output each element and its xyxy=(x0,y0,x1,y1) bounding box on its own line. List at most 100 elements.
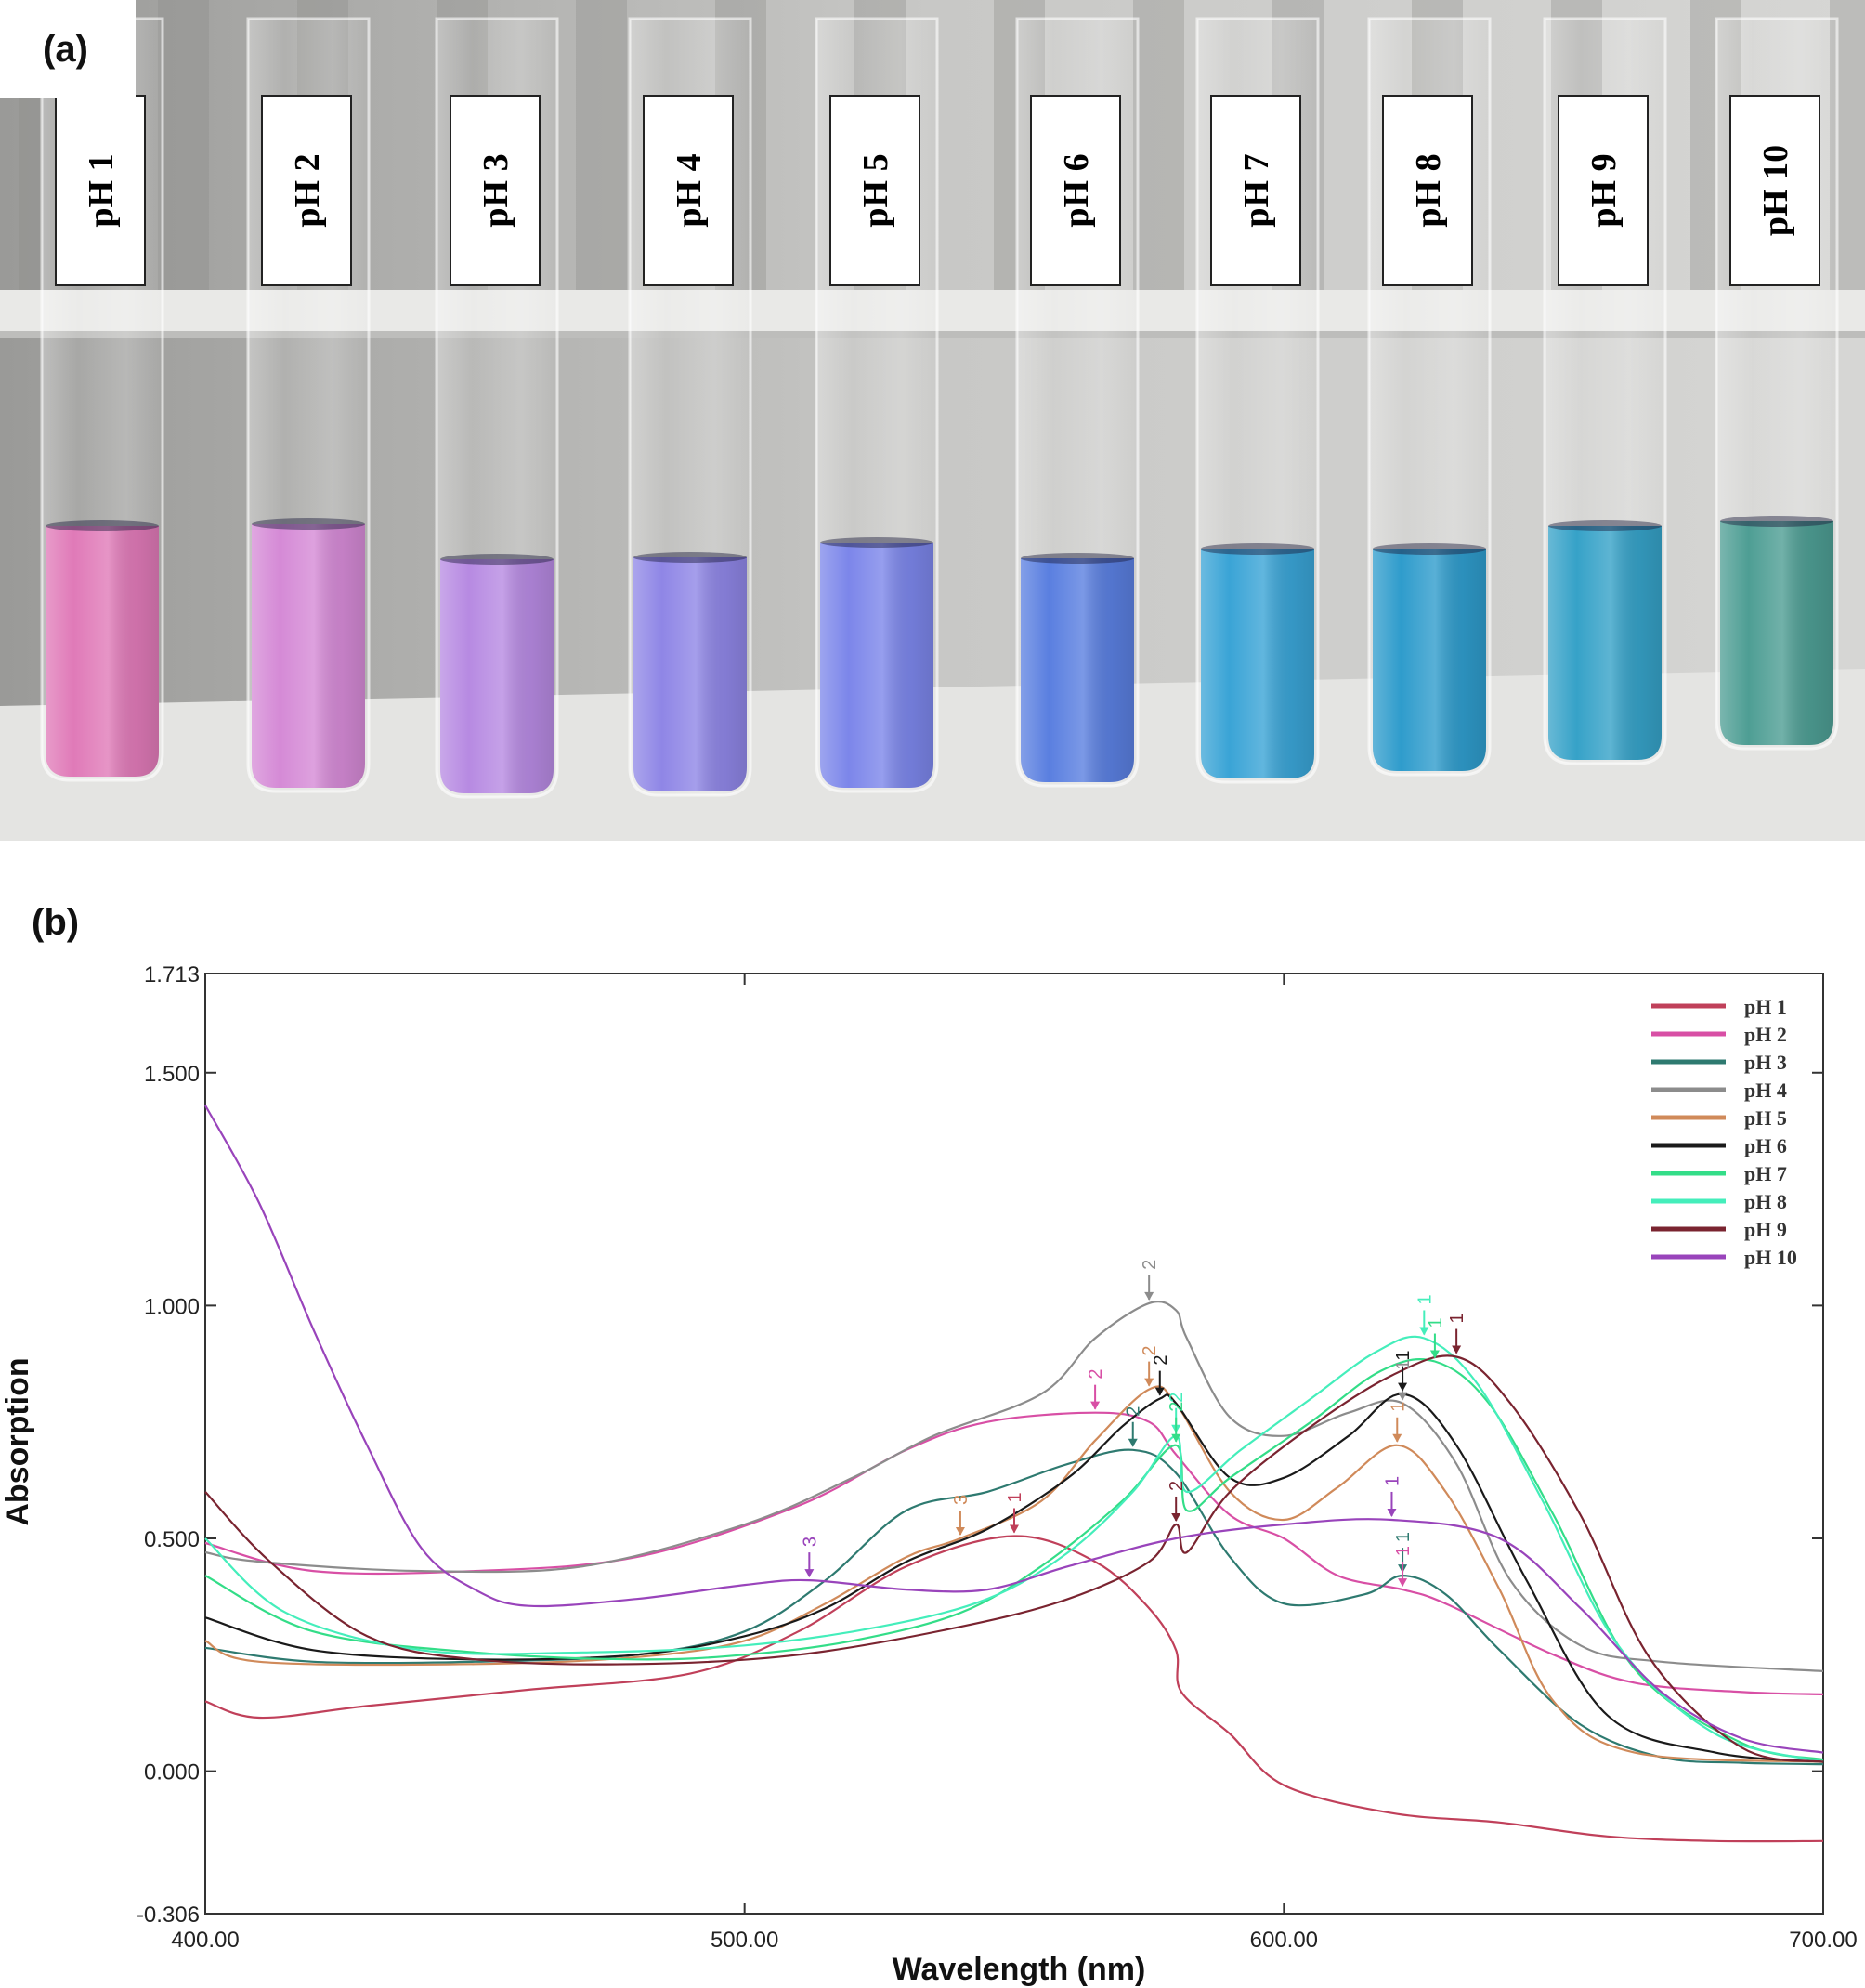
tube-ph-label: pH 3 xyxy=(476,153,515,227)
test-tube: pH 10 xyxy=(1715,17,1839,751)
x-tick-label: 600.00 xyxy=(1250,1928,1318,1953)
peak-label: 2 xyxy=(1167,1402,1187,1412)
panel-a-label: (a) xyxy=(43,29,88,70)
series-line-ph1 xyxy=(204,1535,1824,1843)
legend-label: pH 4 xyxy=(1744,1079,1787,1102)
legend-item: pH 4 xyxy=(1651,1079,1787,1102)
tube-label-card xyxy=(1030,95,1121,286)
legend-item: pH 6 xyxy=(1651,1134,1787,1157)
peak-label: 1 xyxy=(1426,1317,1446,1328)
panel-b-label: (b) xyxy=(32,902,79,943)
peak-label: 2 xyxy=(1167,1393,1187,1403)
tube-label-card xyxy=(1558,95,1649,286)
tube-label-card xyxy=(1382,95,1473,286)
legend-item: pH 5 xyxy=(1651,1106,1787,1130)
peak-marker: 2 xyxy=(1167,1402,1187,1443)
peak-marker: 1 xyxy=(1447,1313,1467,1354)
y-tick-label: 0.000 xyxy=(144,1760,200,1785)
test-tube: pH 7 xyxy=(1195,17,1320,784)
x-tick-label: 400.00 xyxy=(171,1928,239,1953)
test-tube: pH 9 xyxy=(1543,17,1667,765)
tube-ph-label: pH 1 xyxy=(82,153,121,227)
tube-ph-label: pH 7 xyxy=(1237,153,1276,227)
legend-item: pH 10 xyxy=(1651,1246,1797,1269)
legend-label: pH 2 xyxy=(1744,1023,1787,1046)
series-line-ph10 xyxy=(204,1105,1824,1754)
peak-label: 1 xyxy=(1393,1350,1414,1360)
tube-ph-label: pH 2 xyxy=(288,153,327,227)
tube-label-card xyxy=(450,95,541,286)
test-tube-photo: pH 1 pH 2 pH 3 pH 4 pH 5 pH 6 pH 7 pH 8 pH 9 pH 1… xyxy=(0,0,1865,841)
peak-marker: 1 xyxy=(1388,1402,1408,1443)
peak-marker: 1 xyxy=(1005,1492,1025,1534)
peak-label: 1 xyxy=(1388,1402,1408,1412)
peak-marker: 2 xyxy=(1140,1345,1160,1387)
peak-marker: 2 xyxy=(1167,1481,1187,1522)
test-tube: pH 6 xyxy=(1015,17,1140,788)
series-line-ph2 xyxy=(204,1411,1824,1695)
test-tube: pH 2 xyxy=(246,17,371,793)
series-line-ph9 xyxy=(204,1354,1824,1763)
peak-marker: 1 xyxy=(1393,1350,1414,1392)
peak-label: 2 xyxy=(1140,1260,1160,1270)
peak-marker: 2 xyxy=(1151,1355,1171,1396)
y-tick-label: 1.500 xyxy=(144,1062,200,1087)
peak-marker: 1 xyxy=(1426,1317,1446,1359)
peak-marker: 3 xyxy=(800,1537,820,1578)
test-tube: pH 3 xyxy=(435,17,559,799)
tube-label-card xyxy=(55,95,146,286)
peak-marker: 2 xyxy=(1124,1406,1144,1447)
tube-ph-label: pH 10 xyxy=(1756,145,1795,236)
peak-marker: 1 xyxy=(1382,1476,1402,1517)
test-tube: pH 5 xyxy=(815,17,939,793)
peak-label: 1 xyxy=(1382,1476,1402,1486)
absorption-chart: (b) -0.306 0.000 0.500 1.000 1.500 1.713 400.… xyxy=(0,902,1858,1987)
peak-marker: 3 xyxy=(951,1495,972,1537)
series-line-ph6 xyxy=(204,1393,1824,1763)
peak-marker: 2 xyxy=(1140,1260,1160,1301)
peak-label: 3 xyxy=(800,1537,820,1547)
peak-marker: 2 xyxy=(1086,1369,1106,1410)
legend-label: pH 7 xyxy=(1744,1162,1787,1185)
tube-label-card xyxy=(261,95,352,286)
legend-label: pH 5 xyxy=(1744,1106,1787,1130)
legend-label: pH 8 xyxy=(1744,1190,1787,1213)
x-axis-label: Wavelength (nm) xyxy=(893,1952,1146,1987)
x-tick-label: 700.00 xyxy=(1789,1928,1857,1953)
tube-ph-label: pH 5 xyxy=(856,153,895,227)
legend-label: pH 1 xyxy=(1744,995,1787,1018)
legend-label: pH 9 xyxy=(1744,1218,1787,1241)
legend-label: pH 3 xyxy=(1744,1051,1787,1074)
peak-label: 1 xyxy=(1393,1532,1414,1542)
peak-label: 1 xyxy=(1393,1360,1414,1370)
tube-label-card xyxy=(829,95,920,286)
tube-ph-label: pH 9 xyxy=(1585,153,1624,227)
peak-label: 1 xyxy=(1415,1294,1435,1304)
tube-ph-label: pH 6 xyxy=(1057,153,1096,227)
legend-item: pH 9 xyxy=(1651,1218,1787,1241)
legend-item: pH 2 xyxy=(1651,1023,1787,1046)
y-tick-label: 0.500 xyxy=(144,1527,200,1552)
peak-label: 2 xyxy=(1086,1369,1106,1380)
peak-label: 2 xyxy=(1167,1481,1187,1491)
legend-label: pH 6 xyxy=(1744,1134,1787,1157)
series-line-ph4 xyxy=(204,1300,1824,1672)
peak-label: 1 xyxy=(1393,1546,1414,1556)
test-tube: pH 1 xyxy=(40,17,164,782)
legend-label: pH 10 xyxy=(1744,1246,1797,1269)
peak-marker: 1 xyxy=(1393,1546,1414,1588)
tube-ph-label: pH 4 xyxy=(670,153,709,227)
tube-label-card xyxy=(643,95,734,286)
tube-label-card xyxy=(1729,95,1820,286)
y-tick-label: 1.000 xyxy=(144,1294,200,1319)
legend-item: pH 7 xyxy=(1651,1162,1787,1185)
plot-frame xyxy=(204,973,1824,1915)
peak-marker: 1 xyxy=(1415,1294,1435,1336)
y-axis-label: Absorption xyxy=(0,1357,35,1525)
peak-label: 1 xyxy=(1447,1313,1467,1323)
peak-label: 2 xyxy=(1124,1406,1144,1417)
panel-a-label-box xyxy=(0,0,136,98)
legend-item: pH 8 xyxy=(1651,1190,1787,1213)
peak-label: 3 xyxy=(951,1495,972,1505)
legend-item: pH 3 xyxy=(1651,1051,1787,1074)
